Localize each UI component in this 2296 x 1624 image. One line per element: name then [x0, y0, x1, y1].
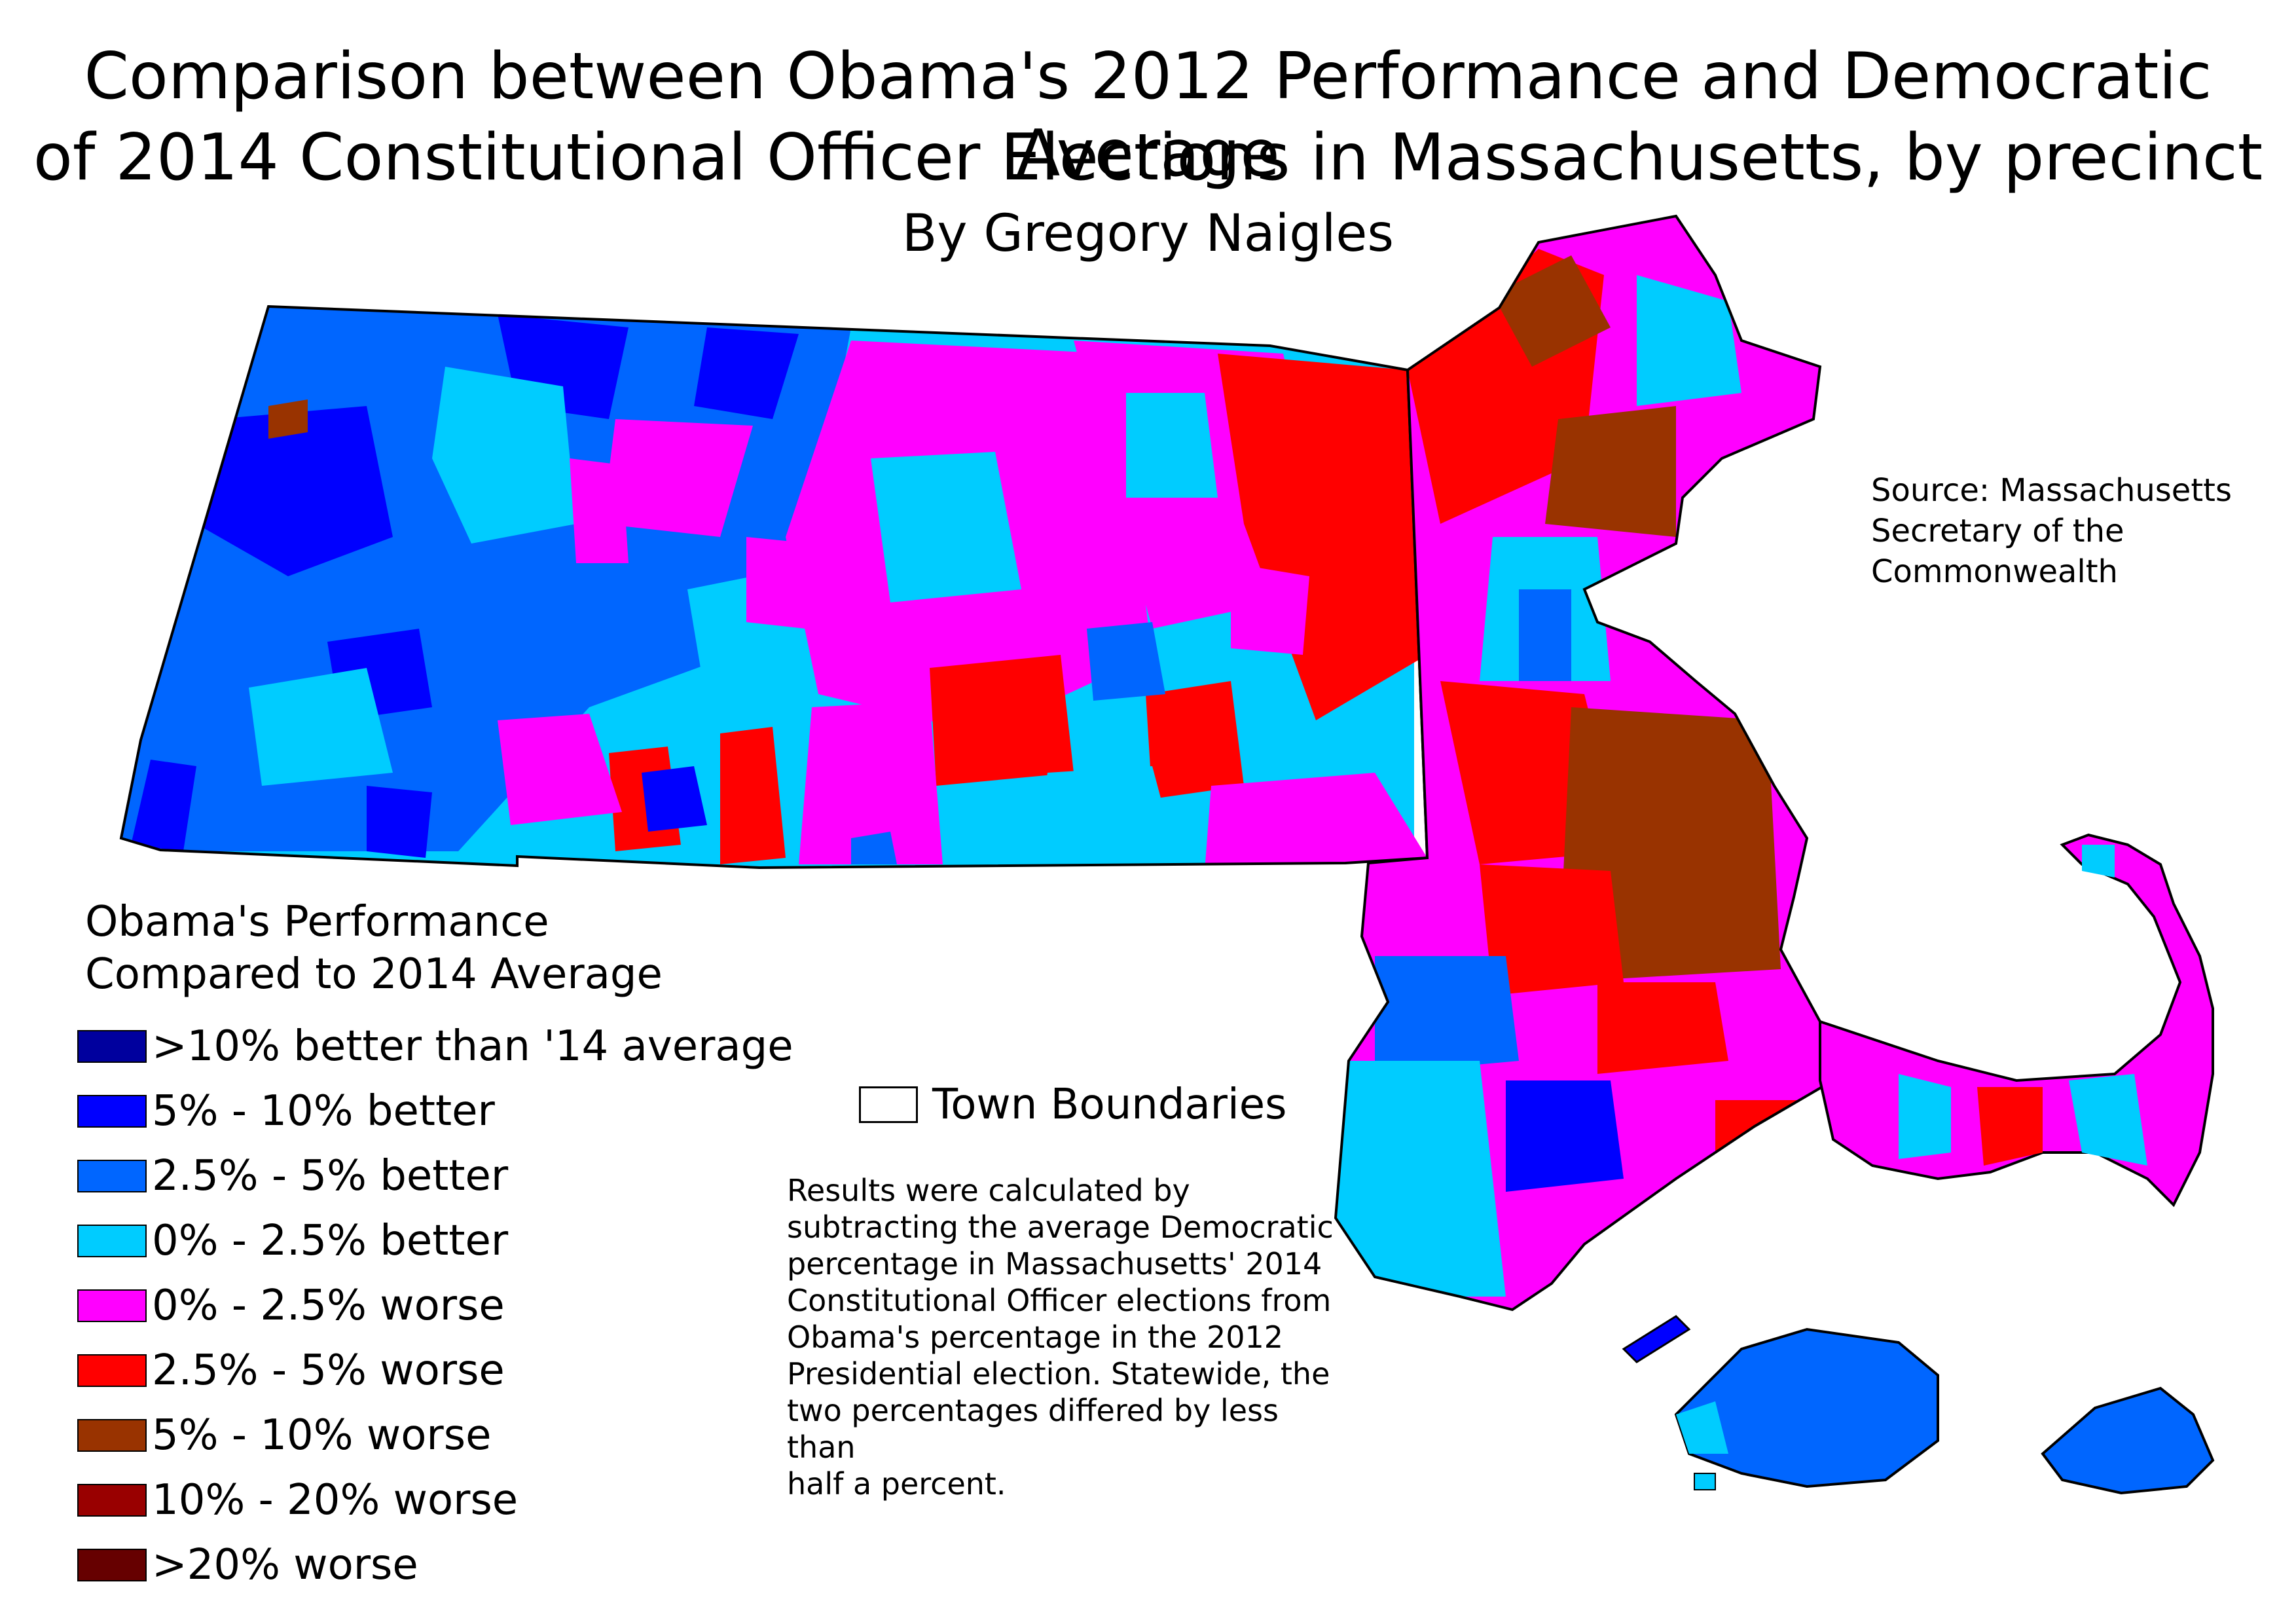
legend-swatch: [77, 1418, 147, 1452]
legend-item: >10% better than '14 average: [77, 1014, 793, 1079]
town-boundaries-legend: Town Boundaries: [859, 1080, 1286, 1129]
legend-swatch: [77, 1094, 147, 1128]
legend-label: 0% - 2.5% better: [152, 1216, 509, 1265]
map-title-line-1: Comparison between Obama's 2012 Performa…: [84, 39, 2212, 191]
legend-swatch: [77, 1354, 147, 1387]
methodology-note: Results were calculated by subtracting th…: [787, 1172, 1350, 1502]
legend-swatch: [77, 1483, 147, 1517]
source-line: Source: Massachusetts: [1871, 472, 2232, 509]
map-title-line-2: of 2014 Constitutional Officer Elections…: [33, 120, 2263, 195]
legend-label: 2.5% - 5% worse: [152, 1346, 505, 1395]
legend-swatch: [77, 1029, 147, 1063]
legend-item: >20% worse: [77, 1532, 793, 1597]
source-line: Secretary of the: [1871, 513, 2124, 549]
legend-swatch: [77, 1289, 147, 1322]
legend-swatch: [77, 1224, 147, 1257]
source-line: Commonwealth: [1871, 553, 2118, 590]
legend-swatch: [77, 1548, 147, 1581]
eastern-region: [1336, 216, 1833, 1310]
legend-label: >20% worse: [152, 1540, 418, 1589]
note-line: half a percent.: [787, 1466, 1006, 1502]
note-line: subtracting the average Democratic: [787, 1209, 1334, 1245]
legend-item: 5% - 10% worse: [77, 1403, 793, 1467]
legend-item: 5% - 10% better: [77, 1079, 793, 1143]
legend-label: >10% better than '14 average: [152, 1022, 793, 1071]
legend-label: 5% - 10% better: [152, 1086, 495, 1135]
legend-label: 2.5% - 5% better: [152, 1151, 509, 1200]
legend: >10% better than '14 average 5% - 10% bet…: [77, 1014, 793, 1597]
legend-title: Obama's Performance Compared to 2014 Ave…: [85, 898, 663, 999]
legend-swatch: [77, 1159, 147, 1192]
note-line: percentage in Massachusetts' 2014: [787, 1246, 1322, 1282]
western-central-region: [121, 306, 1427, 868]
legend-item: 0% - 2.5% worse: [77, 1273, 793, 1338]
town-boundaries-swatch: [859, 1086, 918, 1123]
town-boundaries-label: Town Boundaries: [932, 1080, 1287, 1129]
note-line: Results were calculated by: [787, 1173, 1190, 1208]
note-line: two percentages differed by less than: [787, 1393, 1279, 1465]
legend-item: 2.5% - 5% better: [77, 1143, 793, 1208]
elizabeth-islands: [1622, 1315, 1691, 1363]
note-line: Constitutional Officer elections from: [787, 1283, 1332, 1318]
legend-label: 0% - 2.5% worse: [152, 1281, 505, 1330]
note-line: Presidential election. Statewide, the: [787, 1356, 1330, 1392]
legend-item: 10% - 20% worse: [77, 1467, 793, 1532]
martha-s-vineyard: [1674, 1327, 1939, 1488]
cape-cod: [1819, 833, 2214, 1208]
legend-item: 2.5% - 5% worse: [77, 1338, 793, 1403]
nantucket: [2041, 1386, 2215, 1495]
source-note: Source: Massachusetts Secretary of the C…: [1871, 470, 2238, 592]
legend-item: 0% - 2.5% better: [77, 1208, 793, 1273]
byline: By Gregory Naigles: [902, 204, 1394, 263]
legend-label: 5% - 10% worse: [152, 1411, 492, 1460]
note-line: Obama's percentage in the 2012: [787, 1320, 1284, 1355]
legend-label: 10% - 20% worse: [152, 1475, 519, 1524]
